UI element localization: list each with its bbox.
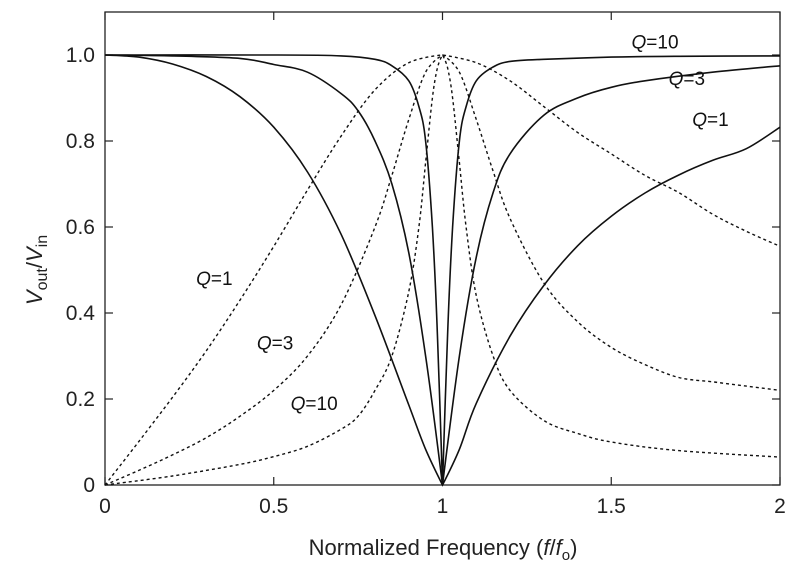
- x-tick-label: 0.5: [259, 495, 288, 518]
- y-tick-label: 1.0: [66, 44, 95, 67]
- x-tick-label: 2: [774, 495, 786, 518]
- annotation-q3-dotted: Q=3: [257, 334, 293, 355]
- x-tick-label: 1: [437, 495, 449, 518]
- annotation-group: Q=10 Q=3 Q=1 Q=1 Q=3 Q=10: [196, 33, 729, 415]
- y-tick-label: 0.8: [66, 130, 95, 153]
- y-axis-label: Vout/Vin: [22, 235, 51, 305]
- y-tick-label: 0.6: [66, 216, 95, 239]
- x-tick-label: 1.5: [597, 495, 626, 518]
- y-tick-label: 0.4: [66, 302, 96, 325]
- annotation-q3-solid: Q=3: [669, 69, 705, 90]
- annotation-q1-dotted: Q=1: [196, 269, 232, 290]
- y-tick-label: 0: [83, 474, 95, 497]
- annotation-q1-solid: Q=1: [692, 110, 728, 131]
- y-tick-label: 0.2: [66, 388, 95, 411]
- x-tick-label: 0: [99, 495, 111, 518]
- annotation-q10-dotted: Q=10: [291, 394, 338, 415]
- x-axis-label: Normalized Frequency (f/fo): [309, 535, 578, 564]
- annotation-q10-solid: Q=10: [632, 33, 679, 54]
